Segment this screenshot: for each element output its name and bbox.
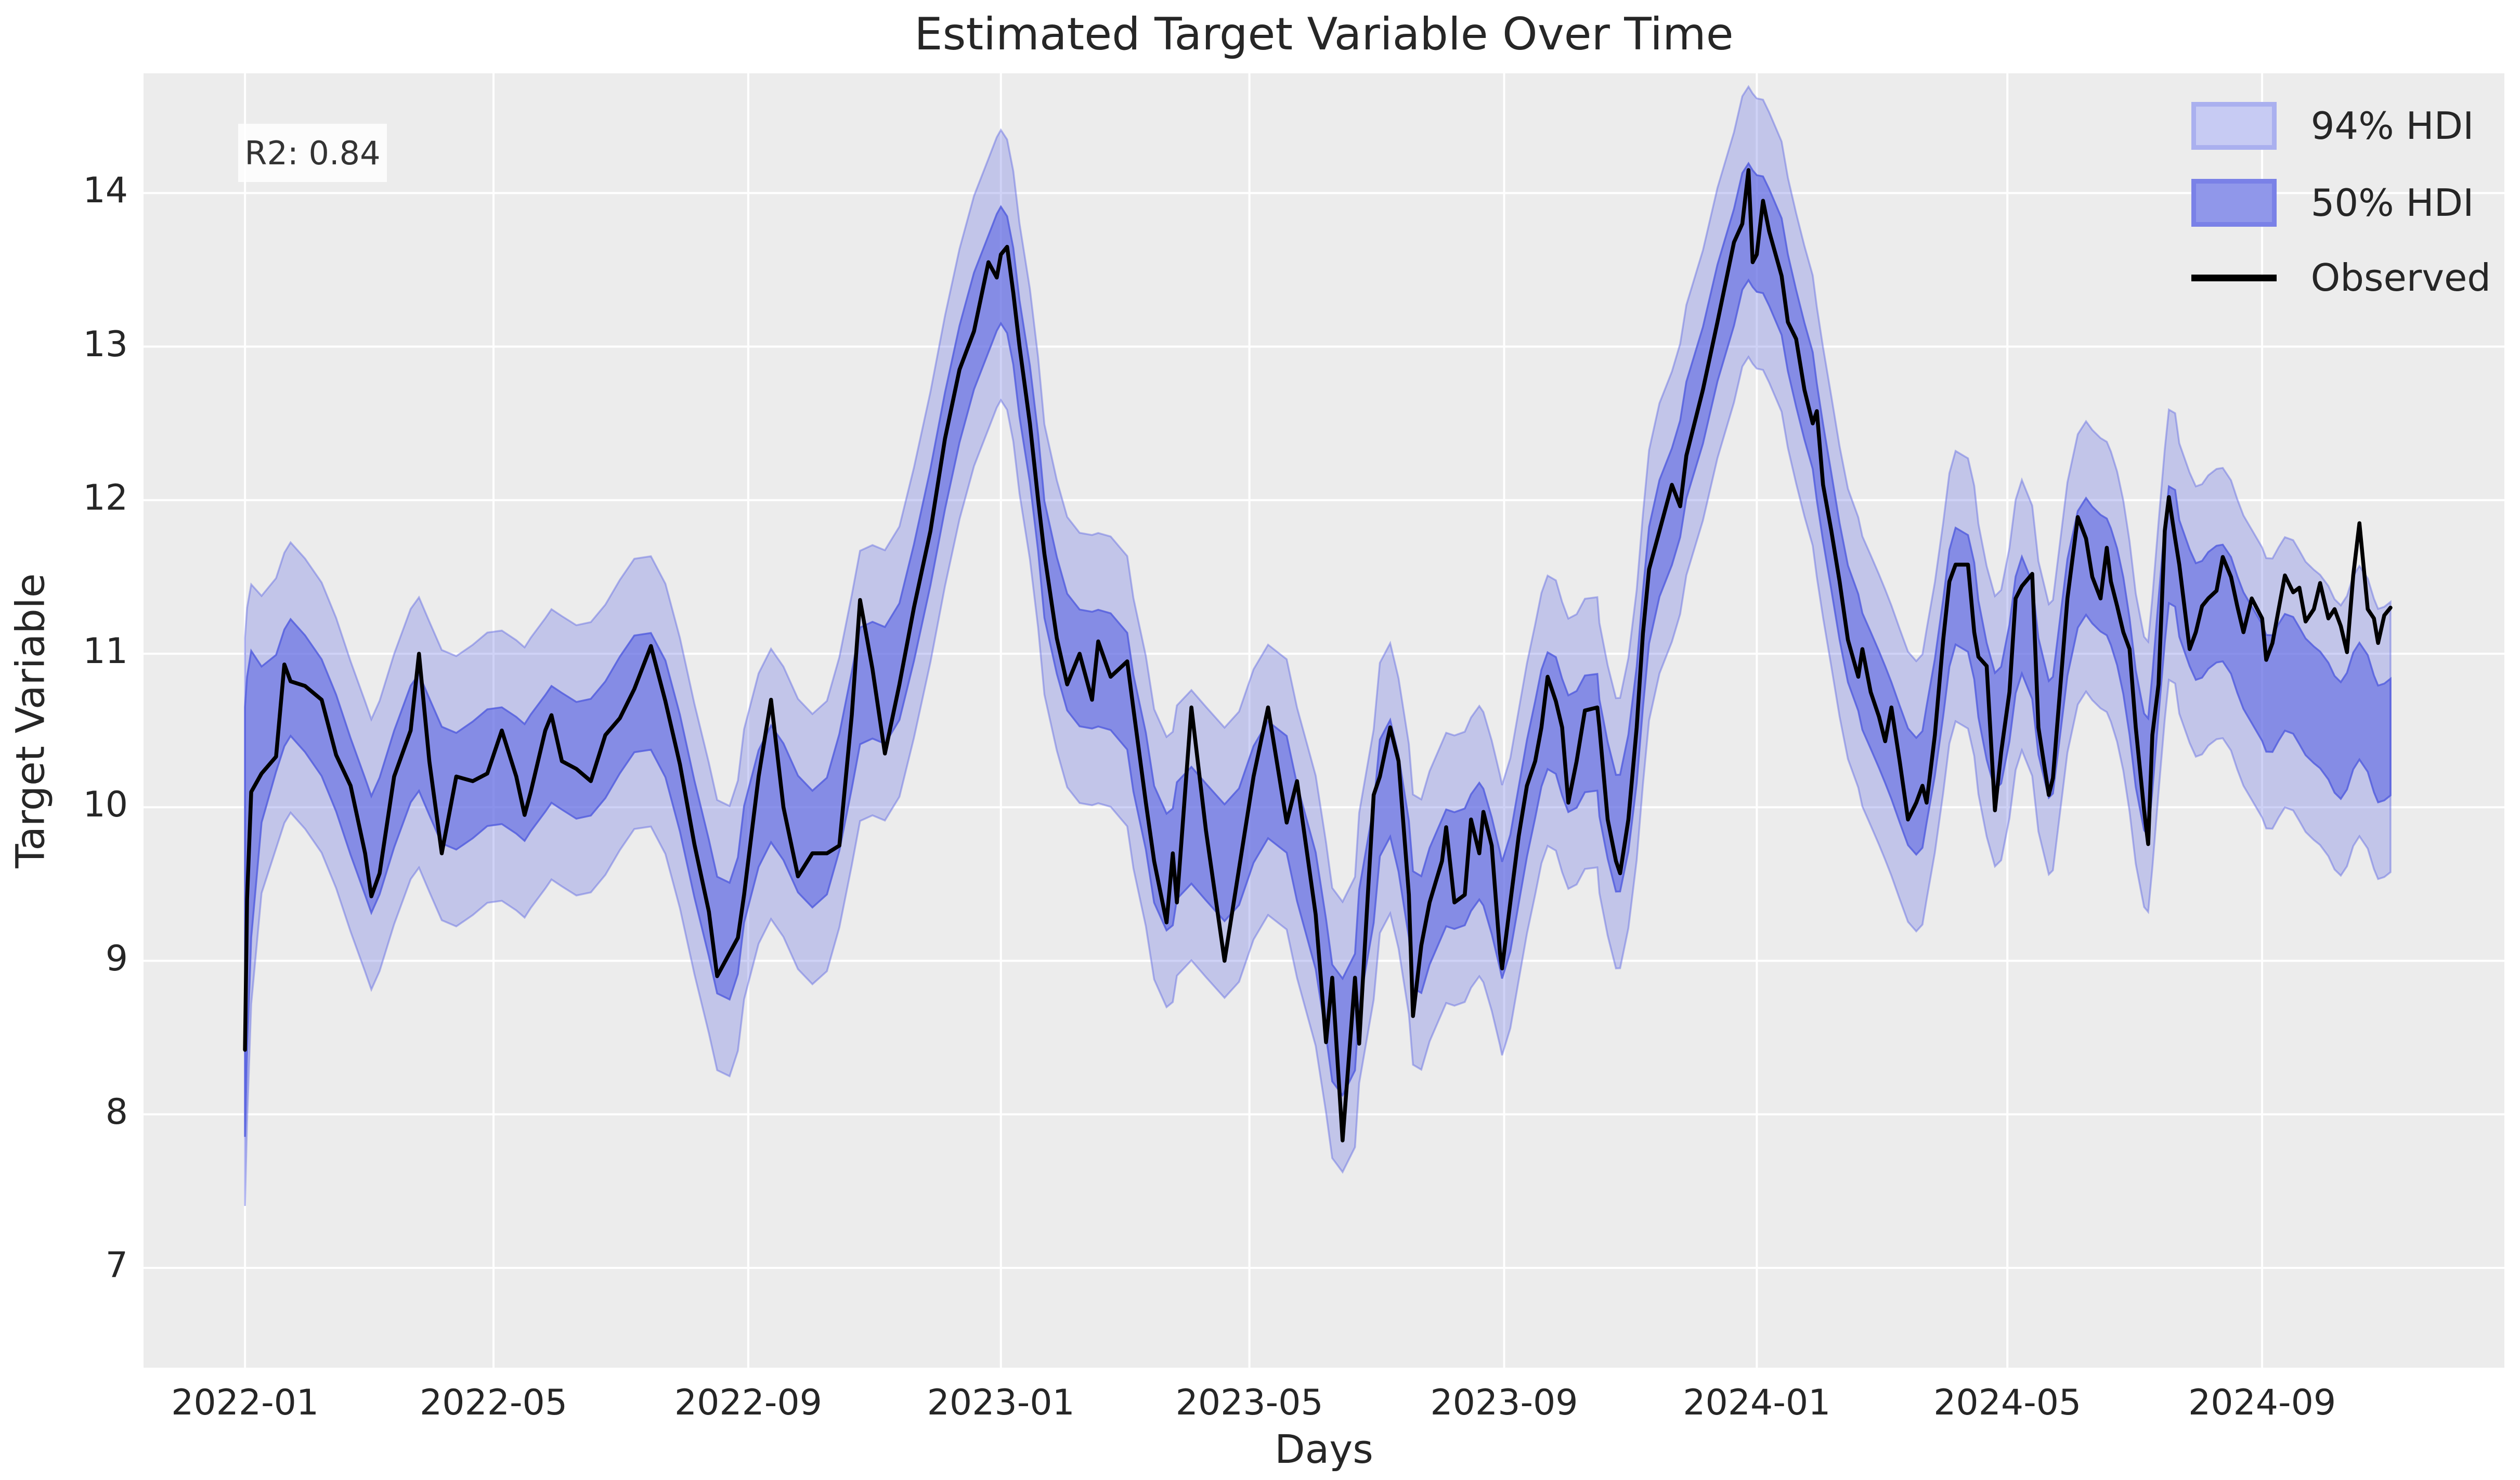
x-tick-label: 2024-09 [2188,1382,2336,1423]
x-tick-label: 2024-05 [1933,1382,2082,1423]
hdi-50-swatch-icon [2191,179,2277,227]
gridlines [144,73,2504,1368]
x-tick-label: 2023-05 [1175,1382,1323,1423]
y-tick-label: 7 [105,1245,128,1287]
y-tick-label: 12 [83,477,128,518]
legend: 94% HDI 50% HDI Observed [2191,102,2491,300]
legend-entry-observed: Observed [2191,256,2491,300]
y-tick-label: 8 [105,1091,128,1133]
observed-line [243,168,2393,1143]
r2-annotation: R2: 0.84 [238,124,387,182]
x-tick-label: 2022-05 [419,1382,568,1423]
legend-label: 50% HDI [2310,181,2474,225]
legend-entry-50-hdi: 50% HDI [2191,179,2491,227]
y-tick-label: 9 [105,938,128,979]
observed-line-swatch-icon [2191,274,2277,281]
legend-label: 94% HDI [2310,104,2474,148]
y-tick-label: 10 [83,784,128,826]
x-tick-label: 2022-01 [171,1382,319,1423]
x-tick-label: 2022-09 [674,1382,822,1423]
hdi-94-band [244,85,2392,1206]
y-tick-label: 13 [83,323,128,365]
y-tick-label: 14 [83,170,128,212]
x-tick-label: 2023-09 [1430,1382,1578,1423]
legend-label: Observed [2310,256,2491,300]
x-tick-label: 2024-01 [1683,1382,1831,1423]
y-tick-label: 11 [83,631,128,672]
x-tick-label: 2023-01 [927,1382,1075,1423]
r2-annotation-text: R2: 0.84 [244,134,381,172]
chart-title: Estimated Target Variable Over Time [914,8,1734,60]
hdi-94-swatch-icon [2191,102,2277,150]
legend-entry-94-hdi: 94% HDI [2191,102,2491,150]
x-axis-label: Days [1275,1426,1373,1472]
